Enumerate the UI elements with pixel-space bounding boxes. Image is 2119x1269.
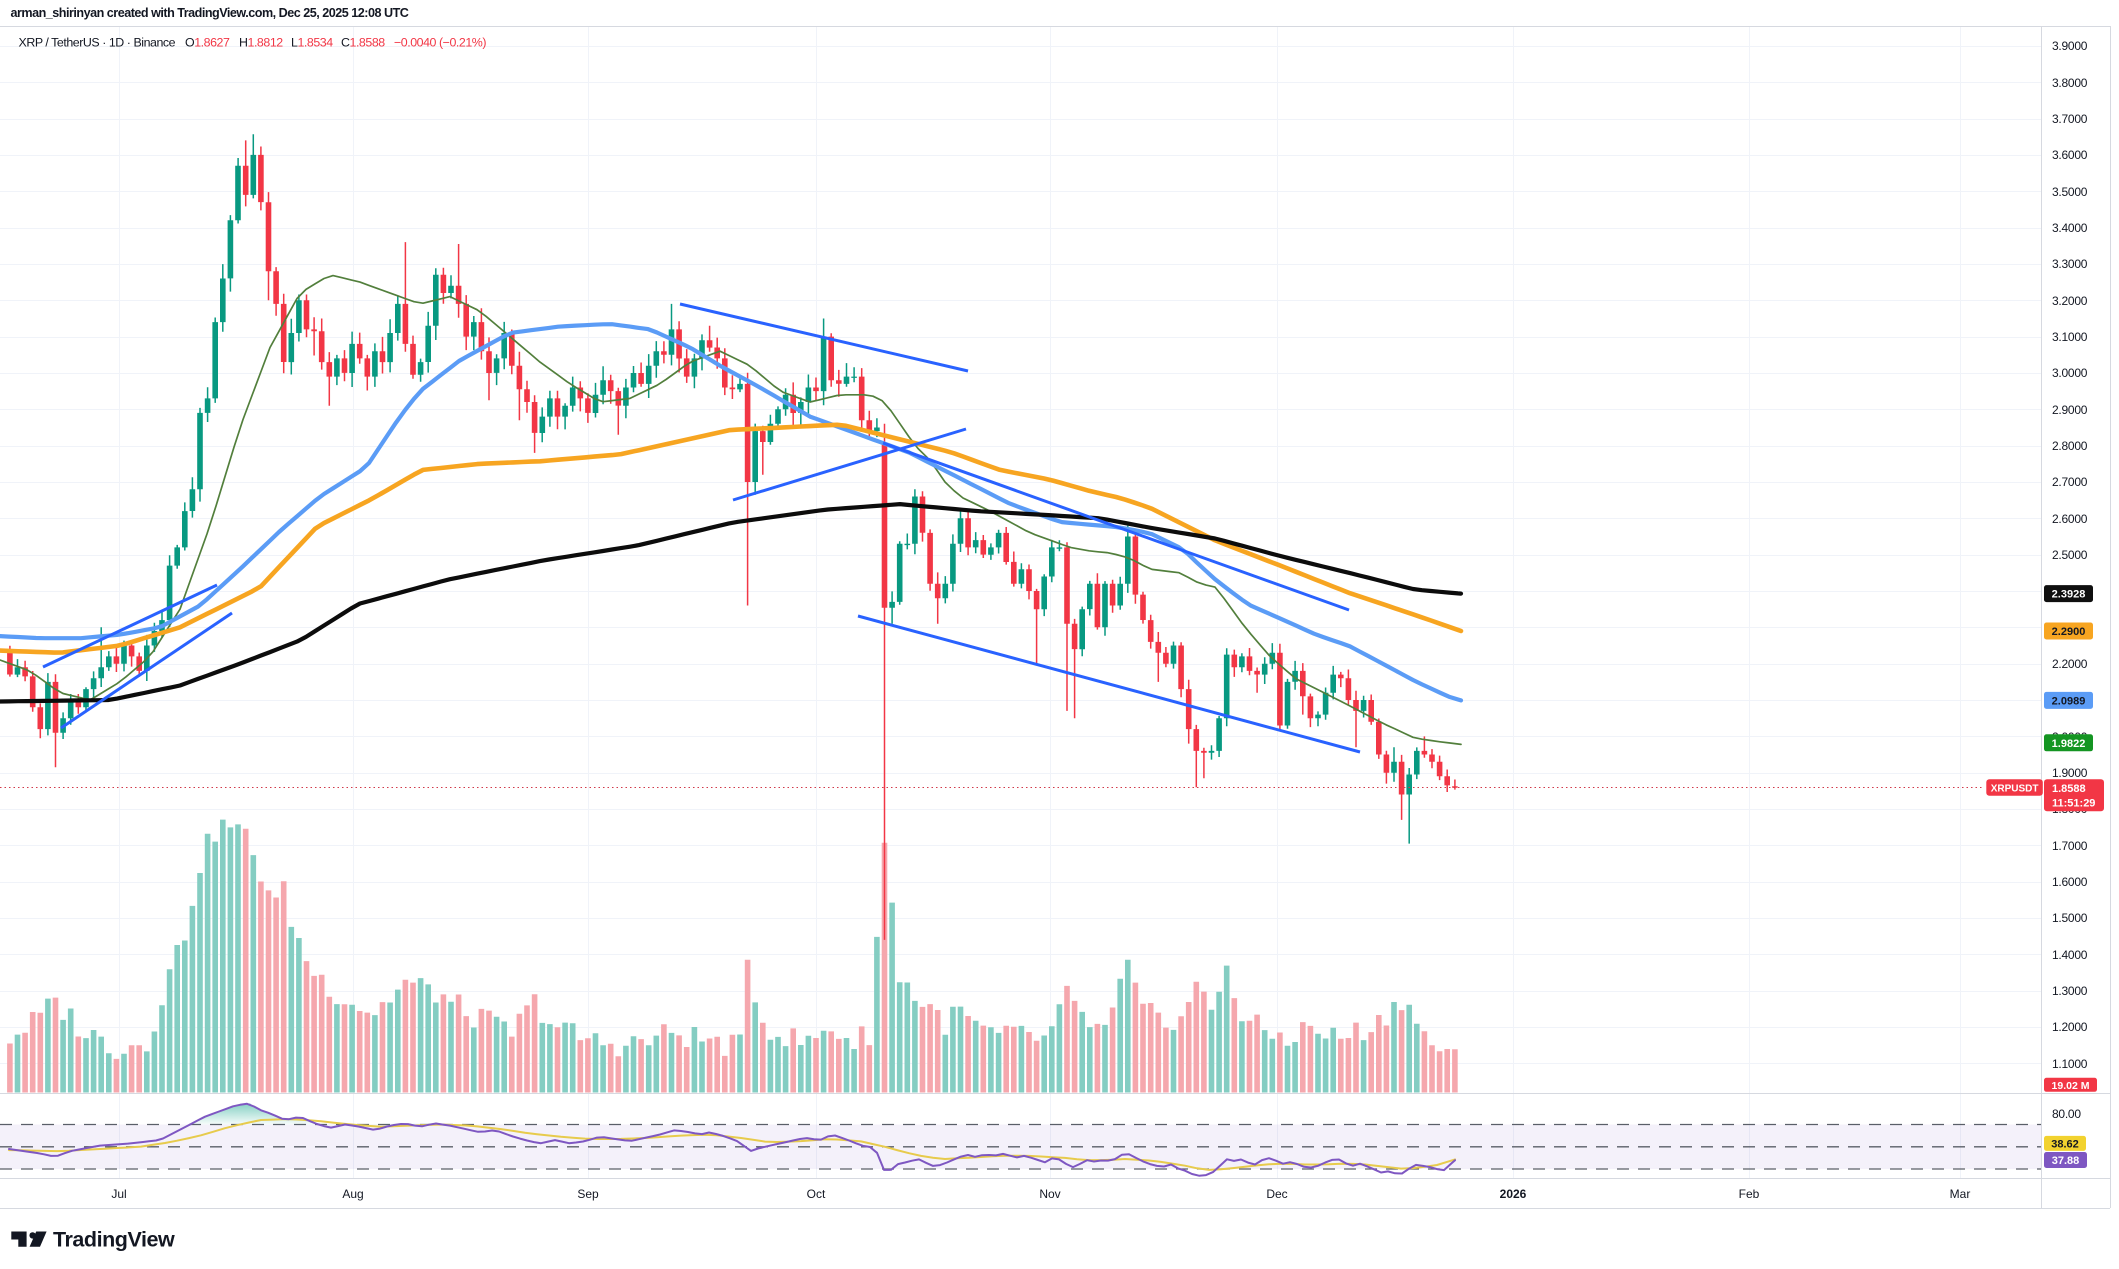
svg-text:37.88: 37.88 xyxy=(2052,1155,2080,1167)
svg-text:1.9822: 1.9822 xyxy=(2052,738,2086,750)
svg-text:3.2000: 3.2000 xyxy=(2052,294,2088,308)
svg-text:Sep: Sep xyxy=(577,1187,599,1201)
svg-text:38.62: 38.62 xyxy=(2051,1139,2079,1151)
svg-text:11:51:29: 11:51:29 xyxy=(2052,798,2095,810)
svg-text:3.4000: 3.4000 xyxy=(2052,221,2088,235)
svg-text:2.5000: 2.5000 xyxy=(2052,548,2088,562)
svg-text:Aug: Aug xyxy=(342,1187,363,1201)
svg-text:L1.8534: L1.8534 xyxy=(291,36,333,50)
svg-text:H1.8812: H1.8812 xyxy=(239,36,283,50)
svg-text:Jul: Jul xyxy=(111,1187,126,1201)
svg-text:2.7000: 2.7000 xyxy=(2052,475,2088,489)
svg-text:2.6000: 2.6000 xyxy=(2052,512,2088,526)
svg-text:3.5000: 3.5000 xyxy=(2052,185,2088,199)
svg-text:1.4000: 1.4000 xyxy=(2052,948,2088,962)
svg-text:1.9000: 1.9000 xyxy=(2052,766,2088,780)
svg-text:C1.8588: C1.8588 xyxy=(341,36,385,50)
svg-text:3.1000: 3.1000 xyxy=(2052,330,2088,344)
svg-text:19.02 M: 19.02 M xyxy=(2052,1080,2090,1092)
svg-text:2.9000: 2.9000 xyxy=(2052,403,2088,417)
svg-text:Dec: Dec xyxy=(1266,1187,1287,1201)
svg-text:1.2000: 1.2000 xyxy=(2052,1020,2088,1034)
svg-text:Mar: Mar xyxy=(1950,1187,1971,1201)
svg-text:2.3928: 2.3928 xyxy=(2052,589,2086,601)
svg-text:3.0000: 3.0000 xyxy=(2052,366,2088,380)
svg-text:3.8000: 3.8000 xyxy=(2052,76,2088,90)
svg-text:3.9000: 3.9000 xyxy=(2052,39,2088,53)
svg-text:2.0989: 2.0989 xyxy=(2052,696,2086,708)
svg-text:Feb: Feb xyxy=(1739,1187,1760,1201)
svg-text:2.2900: 2.2900 xyxy=(2052,626,2086,638)
svg-text:XRP / TetherUS · 1D · Binance: XRP / TetherUS · 1D · Binance xyxy=(19,36,176,50)
svg-text:2.8000: 2.8000 xyxy=(2052,439,2088,453)
svg-text:1.5000: 1.5000 xyxy=(2052,911,2088,925)
svg-text:2.2000: 2.2000 xyxy=(2052,657,2088,671)
svg-text:XRPUSDT: XRPUSDT xyxy=(1991,784,2039,795)
svg-text:1.3000: 1.3000 xyxy=(2052,984,2088,998)
svg-text:−0.0040 (−0.21%): −0.0040 (−0.21%) xyxy=(394,36,486,50)
svg-text:1.7000: 1.7000 xyxy=(2052,839,2088,853)
svg-text:arman_shirinyan created with T: arman_shirinyan created with TradingView… xyxy=(11,6,409,20)
svg-text:O1.8627: O1.8627 xyxy=(185,36,230,50)
svg-text:1.6000: 1.6000 xyxy=(2052,875,2088,889)
svg-text:1.1000: 1.1000 xyxy=(2052,1057,2088,1071)
svg-text:Nov: Nov xyxy=(1039,1187,1060,1201)
svg-text:Oct: Oct xyxy=(807,1187,826,1201)
svg-text:3.7000: 3.7000 xyxy=(2052,112,2088,126)
svg-text:3.3000: 3.3000 xyxy=(2052,257,2088,271)
svg-text:2026: 2026 xyxy=(1500,1187,1527,1201)
svg-text:TradingView: TradingView xyxy=(53,1228,175,1252)
svg-text:80.00: 80.00 xyxy=(2052,1107,2081,1121)
svg-text:3.6000: 3.6000 xyxy=(2052,148,2088,162)
svg-text:1.8588: 1.8588 xyxy=(2052,783,2086,795)
